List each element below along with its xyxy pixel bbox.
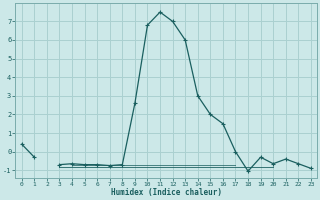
X-axis label: Humidex (Indice chaleur): Humidex (Indice chaleur): [111, 188, 222, 197]
